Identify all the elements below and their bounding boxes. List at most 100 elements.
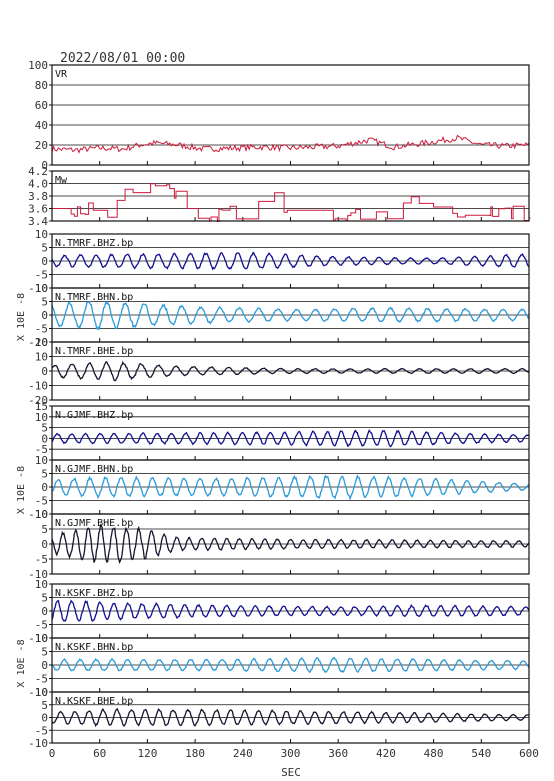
y-tick-label: 10 (35, 632, 48, 645)
x-tick-label: 60 (93, 747, 106, 760)
y-tick-label: 0 (41, 432, 48, 445)
y-tick-label: 0 (41, 481, 48, 494)
panel-label: N.KSKF.BHE.bp (55, 696, 133, 707)
y-tick-label: 0 (41, 712, 48, 725)
panel-frame (51, 341, 530, 401)
y-tick-label: -10 (28, 380, 48, 393)
y-tick-label: 10 (35, 351, 48, 364)
y-tick-label: -10 (28, 336, 48, 349)
panel-label: N.TMRF.BHZ.bp (55, 238, 133, 249)
panel-0: 0 20 40 60 80 100 VR (28, 59, 530, 172)
y-tick-label: -5 (35, 553, 48, 566)
x-tick-label: 120 (137, 747, 157, 760)
y-tick-label: 4.0 (28, 178, 48, 191)
y-tick-label: -5 (35, 673, 48, 686)
y-tick-label: -5 (35, 323, 48, 336)
y-tick-label: 5 (41, 646, 48, 659)
y-tick-label: 5 (41, 468, 48, 481)
y-tick-label: 10 (35, 228, 48, 241)
x-tick-label: 420 (376, 747, 396, 760)
series-line (51, 251, 530, 271)
series-line (51, 523, 530, 565)
panel-label: N.TMRF.BHE.bp (55, 346, 133, 357)
x-tick-label: 300 (281, 747, 301, 760)
y-tick-label: 5 (41, 296, 48, 309)
panel-frame (51, 513, 530, 575)
y-tick-label: 80 (35, 79, 48, 92)
series-line (51, 474, 530, 501)
y-tick-label: -5 (35, 619, 48, 632)
figure-title: 2022/08/01 00:00 (60, 51, 185, 66)
y-tick-label: 20 (35, 336, 48, 349)
panel-frame (51, 170, 530, 222)
panel-frame (51, 691, 530, 744)
y-tick-label: -10 (28, 632, 48, 645)
y-tick-label: 5 (41, 422, 48, 435)
y-unit-label: X 10E -8 (16, 293, 27, 341)
y-unit-labels: X 10E -8 X 10E -8 X 10E -8 (16, 293, 27, 688)
y-tick-label: 3.4 (28, 215, 48, 228)
y-tick-label: 5 (41, 242, 48, 255)
y-tick-label: -5 (35, 269, 48, 282)
y-tick-label: -5 (35, 443, 48, 456)
y-tick-label: 5 (41, 699, 48, 712)
y-tick-label: -20 (28, 394, 48, 407)
y-tick-label: 10 (35, 411, 48, 424)
x-tick-label: 360 (328, 747, 348, 760)
y-tick-label: 15 (35, 400, 48, 413)
y-tick-label: 0 (41, 605, 48, 618)
y-tick-label: 0 (41, 309, 48, 322)
panel-label: N.GJMF.BHN.bp (55, 464, 133, 475)
y-tick-label: -10 (28, 282, 48, 295)
panel-label: N.TMRF.BHN.bp (55, 292, 133, 303)
y-tick-label: -10 (28, 568, 48, 581)
y-tick-label: 0 (41, 659, 48, 672)
y-tick-label: 10 (35, 686, 48, 699)
x-tick-label: 480 (424, 747, 444, 760)
series-line (51, 360, 530, 382)
panel-label: N.GJMF.BHZ.bp (55, 410, 133, 421)
panel-label: N.KSKF.BHZ.bp (55, 588, 133, 599)
panel-7: -10 -5 0 5 10 N.GJMF.BHE.bp (28, 508, 530, 581)
x-axis-label: SEC (281, 766, 301, 779)
panel-label: N.KSKF.BHN.bp (55, 642, 133, 653)
y-tick-label: 0 (41, 159, 48, 172)
y-tick-label: -5 (35, 724, 48, 737)
y-tick-label: 0 (41, 255, 48, 268)
y-tick-label: 5 (41, 523, 48, 536)
y-tick-label: 10 (35, 508, 48, 521)
y-tick-label: 40 (35, 119, 48, 132)
panels: 020406080100VR3.43.63.84.04.2Mw-10-50510… (28, 59, 539, 760)
y-tick-label: -10 (28, 686, 48, 699)
y-tick-label: 10 (35, 454, 48, 467)
y-tick-label: 20 (35, 139, 48, 152)
series-line (51, 707, 530, 728)
x-tick-label: 600 (519, 747, 539, 760)
y-tick-label: -10 (28, 737, 48, 750)
y-tick-label: -10 (28, 508, 48, 521)
y-tick-label: 60 (35, 99, 48, 112)
series-line (51, 134, 530, 154)
y-tick-label: 3.6 (28, 203, 48, 216)
panel-label: Mw (55, 175, 68, 186)
y-tick-label: -5 (35, 495, 48, 508)
series-line (51, 300, 530, 331)
y-tick-label: 100 (28, 59, 48, 72)
panel-label: VR (55, 69, 68, 80)
series-line (52, 183, 531, 222)
y-unit-label: X 10E -8 (16, 639, 27, 687)
y-unit-label: X 10E -8 (16, 466, 27, 514)
y-tick-label: 10 (35, 282, 48, 295)
x-tick-label: 240 (233, 747, 253, 760)
y-tick-label: 0 (41, 365, 48, 378)
x-tick-label: 540 (471, 747, 491, 760)
